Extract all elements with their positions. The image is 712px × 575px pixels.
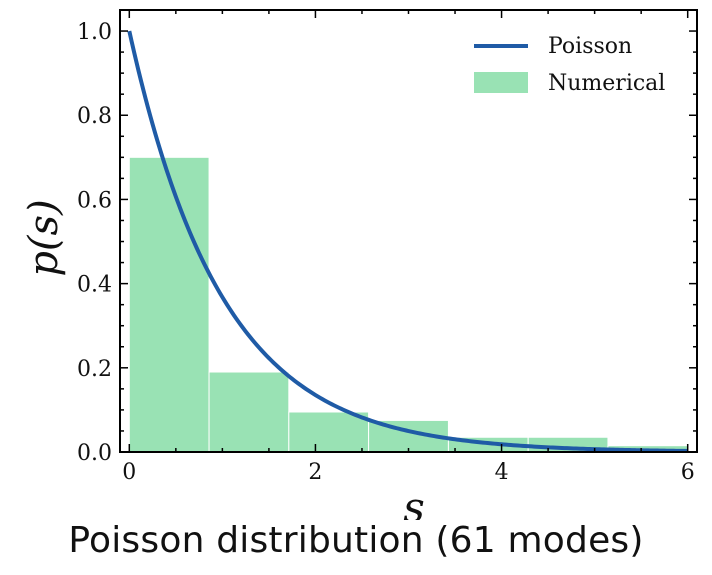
legend-label-poisson: Poisson — [548, 34, 632, 59]
figure-caption: Poisson distribution (61 modes) — [68, 520, 644, 561]
plot-area: 0 2 4 6 0.0 0.2 0.4 0.6 0.8 1.0 — [77, 9, 698, 485]
histogram-bars — [128, 156, 689, 453]
legend: Poisson Numerical — [474, 34, 665, 96]
x-axis-label: s — [403, 483, 425, 520]
x-tick-label: 0 — [122, 460, 136, 485]
y-tick-label: 0.0 — [77, 441, 112, 466]
y-tick-label: 0.2 — [77, 357, 112, 382]
chart: 0 2 4 6 0.0 0.2 0.4 0.6 0.8 1.0 Poisson Numerical… — [21, 9, 698, 520]
x-tick-label: 2 — [308, 460, 322, 485]
legend-label-numerical: Numerical — [548, 71, 665, 96]
y-axis-label: p(s) — [21, 199, 67, 276]
y-tick-label: 0.4 — [77, 273, 112, 298]
y-tick-label: 0.6 — [77, 188, 112, 213]
x-tick-label: 6 — [681, 460, 695, 485]
tick-labels: 0 2 4 6 0.0 0.2 0.4 0.6 0.8 1.0 — [77, 20, 695, 485]
x-tick-label: 4 — [495, 460, 509, 485]
y-tick-label: 0.8 — [77, 104, 112, 129]
histogram-bar — [128, 156, 210, 453]
y-tick-label: 1.0 — [77, 20, 112, 45]
axis-ticks — [120, 10, 697, 453]
legend-swatch-numerical — [474, 72, 528, 93]
histogram-bar — [208, 371, 290, 453]
histogram-bar — [288, 411, 370, 453]
